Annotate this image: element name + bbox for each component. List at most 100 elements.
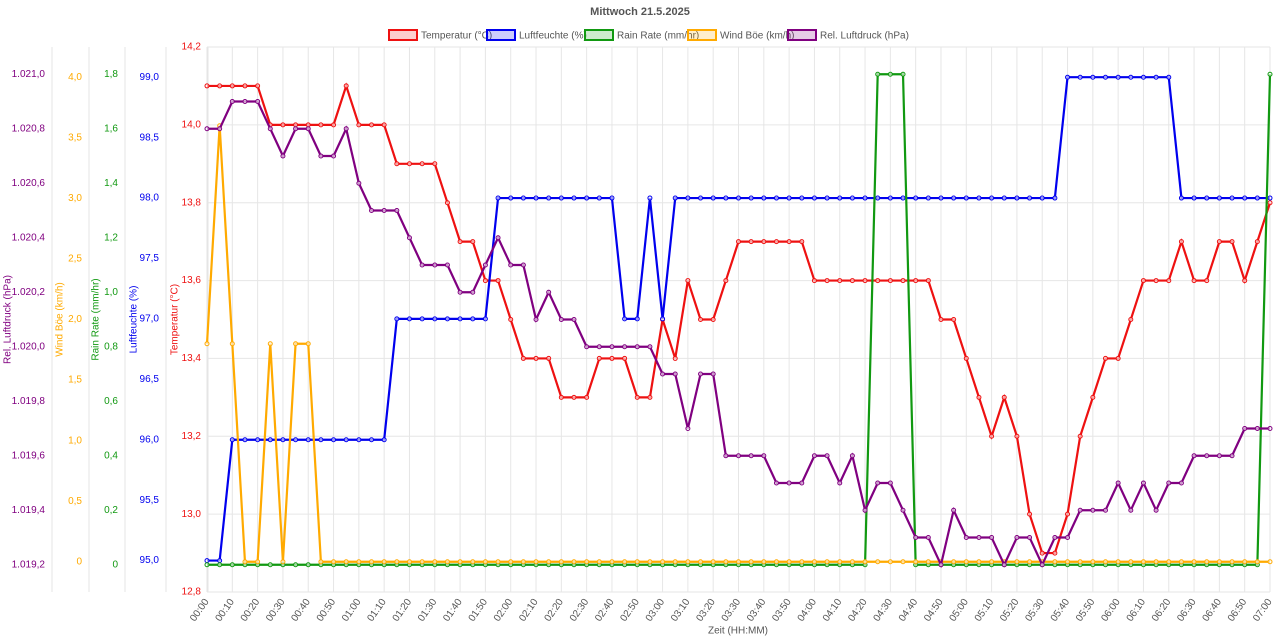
data-point (571, 559, 577, 565)
data-point (1216, 453, 1222, 459)
y-tick-label: 1.019,6 (12, 450, 46, 461)
data-point (849, 195, 855, 201)
y-tick-label: 3,0 (68, 193, 82, 204)
data-point (470, 239, 476, 245)
x-tick-label: 00:30 (264, 597, 288, 624)
data-point (394, 161, 400, 167)
data-point (1229, 195, 1235, 201)
data-point (773, 559, 779, 565)
data-point (293, 562, 299, 568)
data-point (242, 559, 248, 565)
legend-swatch (486, 29, 516, 41)
data-point (293, 341, 299, 347)
y-tick-label: 1.019,8 (12, 396, 46, 407)
data-point (305, 437, 311, 443)
data-point (343, 559, 349, 565)
y-tick-label: 0 (112, 559, 118, 570)
y-tick-label: 1.020,4 (12, 232, 46, 243)
data-point (1128, 74, 1134, 80)
data-point (900, 195, 906, 201)
data-point (1077, 433, 1083, 439)
y-tick-label: 2,0 (68, 314, 82, 325)
data-point (925, 559, 931, 565)
data-point (1166, 278, 1172, 284)
data-point (887, 278, 893, 284)
data-point (761, 453, 767, 459)
x-tick-label: 04:20 (846, 597, 870, 624)
y-tick-label: 13,8 (182, 197, 202, 208)
x-tick-label: 00:10 (214, 597, 238, 624)
data-point (1242, 278, 1248, 284)
data-point (811, 195, 817, 201)
x-tick-label: 04:50 (922, 597, 946, 624)
data-point (482, 559, 488, 565)
data-point (710, 559, 716, 565)
legend-label: Rain Rate (mm/hr) (617, 31, 699, 42)
x-tick-label: 05:00 (948, 597, 972, 624)
data-point (533, 559, 539, 565)
data-point (647, 195, 653, 201)
data-point (786, 480, 792, 486)
data-point (242, 99, 248, 104)
data-point (672, 355, 678, 361)
data-point (204, 562, 210, 568)
data-point (1001, 394, 1007, 400)
data-point (622, 355, 628, 361)
data-point (1140, 559, 1146, 565)
data-point (837, 559, 843, 565)
y-tick-label: 97,5 (140, 253, 160, 264)
x-tick-label: 04:10 (821, 597, 845, 624)
data-point (862, 195, 868, 201)
data-point (647, 559, 653, 565)
data-point (280, 122, 286, 128)
data-point (394, 208, 400, 213)
data-point (1090, 74, 1096, 80)
data-point (267, 562, 273, 568)
chart-title: Mittwoch 21.5.2025 (590, 6, 690, 18)
data-point (875, 559, 881, 565)
x-tick-label: 03:20 (694, 597, 718, 624)
data-point (761, 559, 767, 565)
data-point (1204, 278, 1210, 284)
data-point (533, 195, 539, 201)
data-point (280, 437, 286, 443)
y-tick-label: 97,0 (140, 314, 160, 325)
data-point (1153, 74, 1159, 80)
data-point (672, 371, 678, 377)
data-point (976, 535, 982, 540)
x-tick-label: 05:30 (1023, 597, 1047, 624)
data-point (609, 195, 615, 201)
x-tick-label: 06:30 (1175, 597, 1199, 624)
data-point (1090, 559, 1096, 565)
y-tick-label: 1,0 (68, 435, 82, 446)
data-point (1001, 195, 1007, 201)
data-point (1166, 480, 1172, 486)
data-point (622, 344, 628, 350)
data-point (1090, 507, 1096, 513)
data-point (1166, 74, 1172, 80)
y-tick-label: 13,4 (182, 353, 202, 364)
data-point (1140, 278, 1146, 284)
x-tick-label: 03:10 (669, 597, 693, 624)
x-tick-label: 05:10 (973, 597, 997, 624)
data-point (925, 535, 931, 540)
x-tick-label: 05:20 (998, 597, 1022, 624)
data-point (432, 262, 438, 268)
data-point (1254, 426, 1260, 431)
data-point (1166, 559, 1172, 565)
data-point (495, 278, 501, 284)
data-point (381, 208, 387, 213)
y-tick-label: 0,6 (104, 396, 118, 407)
data-point (369, 559, 375, 565)
data-point (508, 559, 514, 565)
data-point (900, 278, 906, 284)
data-point (1039, 195, 1045, 201)
data-point (963, 559, 969, 565)
data-point (394, 559, 400, 565)
y-tick-label: 95,5 (140, 495, 160, 506)
data-point (229, 83, 235, 89)
y-tick-label: 13,0 (182, 509, 202, 520)
y-tick-label: 1,5 (68, 375, 82, 386)
data-point (1191, 453, 1197, 459)
y-tick-label: 1,8 (104, 69, 118, 80)
